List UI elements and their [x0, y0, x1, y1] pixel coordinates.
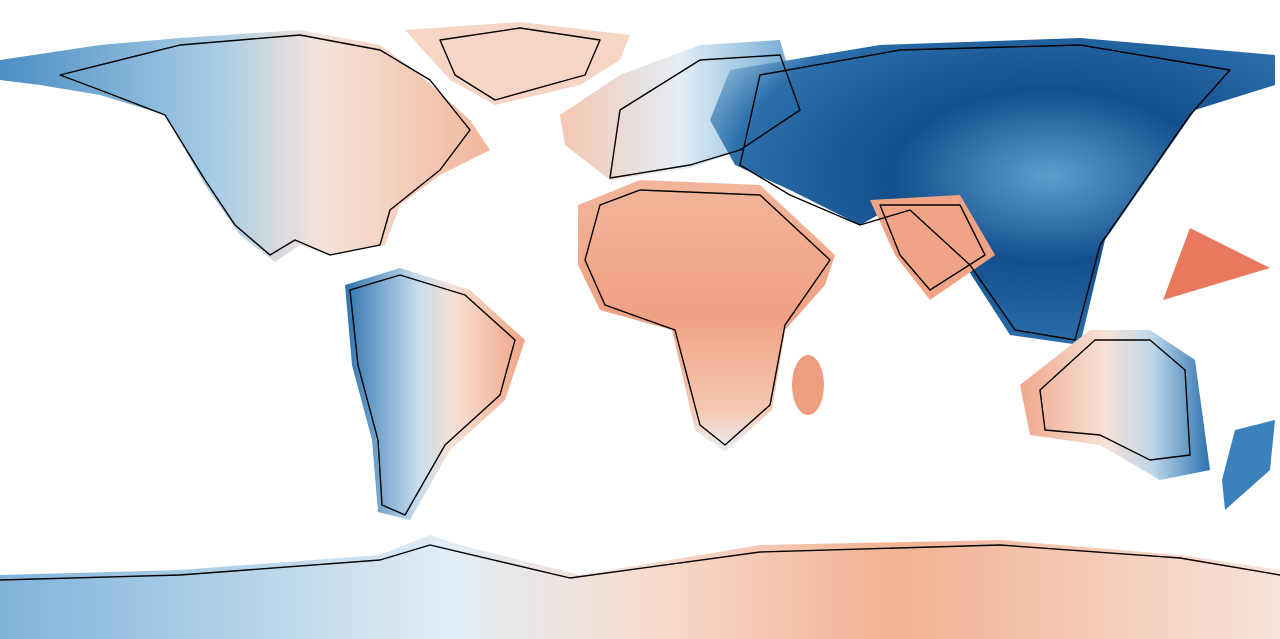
coastline [0, 27, 1280, 581]
india [870, 195, 995, 300]
pacific-island-region [1163, 228, 1270, 300]
new-zealand [1222, 420, 1275, 510]
australia [1020, 330, 1210, 480]
asia [710, 38, 1275, 345]
madagascar [792, 355, 824, 415]
antarctica [0, 535, 1280, 639]
africa [578, 180, 835, 452]
south-america [345, 268, 525, 520]
greenland [405, 22, 630, 105]
north-america [0, 30, 490, 262]
